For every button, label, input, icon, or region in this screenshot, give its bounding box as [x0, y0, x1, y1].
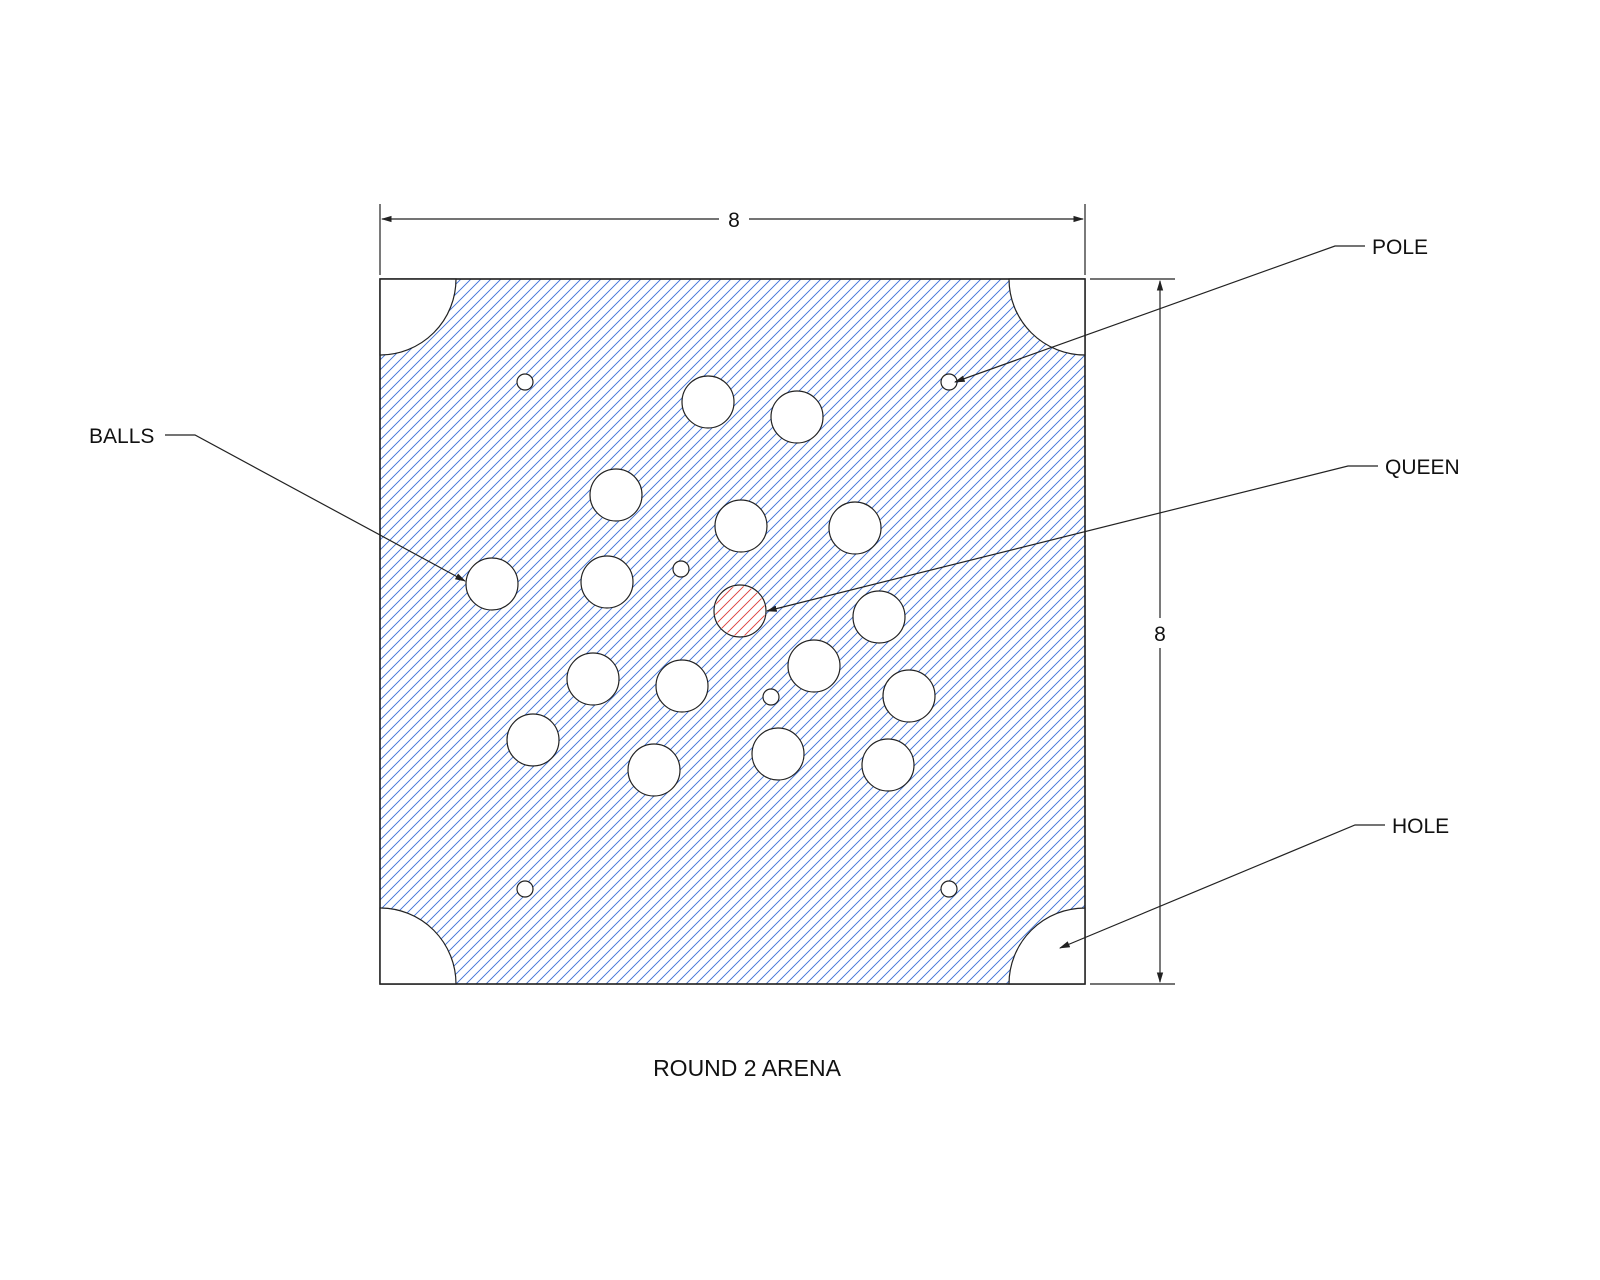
ball [627, 743, 681, 797]
drawing-title: ROUND 2 ARENA [653, 1055, 842, 1081]
small-peg [762, 688, 780, 706]
ball [852, 590, 906, 644]
label-hole: HOLE [1392, 815, 1449, 838]
pole [940, 373, 958, 391]
ball [655, 659, 709, 713]
ball [787, 639, 841, 693]
width-dimension: 8 [379, 204, 1086, 275]
width-dimension-value: 8 [728, 209, 740, 232]
poles [516, 373, 958, 898]
ball [506, 713, 560, 767]
ball [465, 557, 519, 611]
ball [589, 468, 643, 522]
label-queen: QUEEN [1385, 456, 1460, 479]
label-balls: BALLS [89, 425, 154, 448]
ball [770, 390, 824, 444]
ball [751, 727, 805, 781]
balls [465, 375, 936, 797]
leader-pole: POLE [953, 236, 1428, 383]
pole [516, 880, 534, 898]
ball [714, 499, 768, 553]
leader-hole: HOLE [1059, 815, 1449, 949]
ball [566, 652, 620, 706]
queen-hatch [715, 586, 765, 636]
height-dimension-value: 8 [1154, 623, 1166, 646]
label-pole: POLE [1372, 236, 1428, 259]
corner-hole-top-right [1008, 278, 1086, 356]
leader-queen: QUEEN [765, 456, 1460, 612]
ball [861, 738, 915, 792]
ball [681, 375, 735, 429]
leader-balls: BALLS [89, 425, 466, 582]
height-dimension: 8 [1090, 278, 1175, 985]
ball [882, 669, 936, 723]
ball [580, 555, 634, 609]
pole [516, 373, 534, 391]
corner-hole-top-left [379, 278, 457, 356]
pole [940, 880, 958, 898]
small-peg [672, 560, 690, 578]
corner-hole-bottom-left [379, 907, 457, 985]
ball [828, 501, 882, 555]
corner-hole-bottom-right [1008, 907, 1086, 985]
